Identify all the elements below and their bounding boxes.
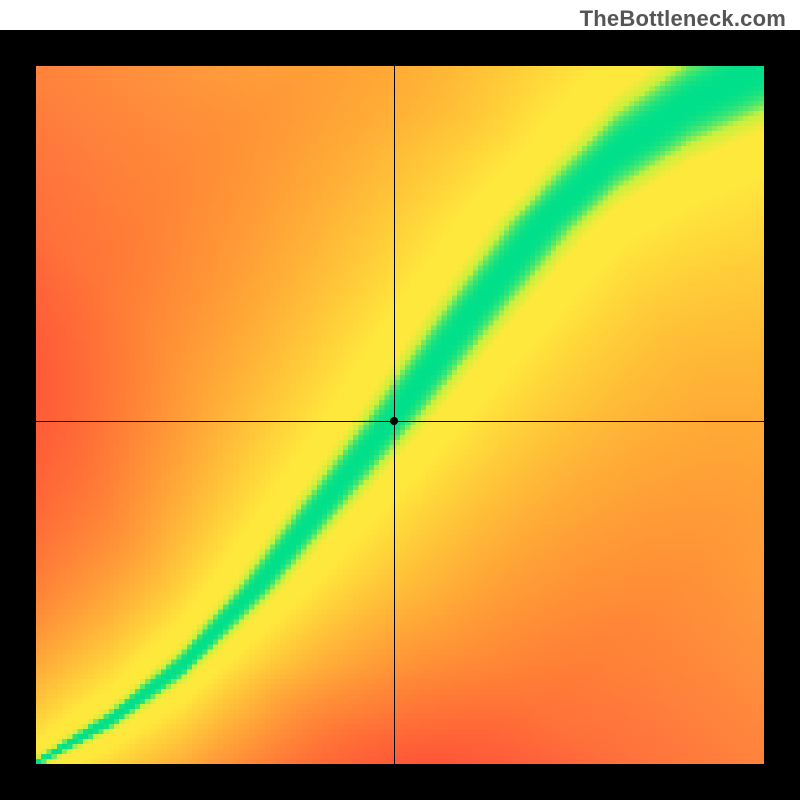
crosshair-horizontal <box>36 421 764 422</box>
crosshair-vertical <box>394 66 395 764</box>
figure-container: TheBottleneck.com <box>0 0 800 800</box>
marker-dot <box>390 417 398 425</box>
plot-area <box>36 66 764 764</box>
watermark-text: TheBottleneck.com <box>580 6 786 32</box>
plot-outer-frame <box>0 30 800 800</box>
heatmap-canvas <box>36 66 764 764</box>
